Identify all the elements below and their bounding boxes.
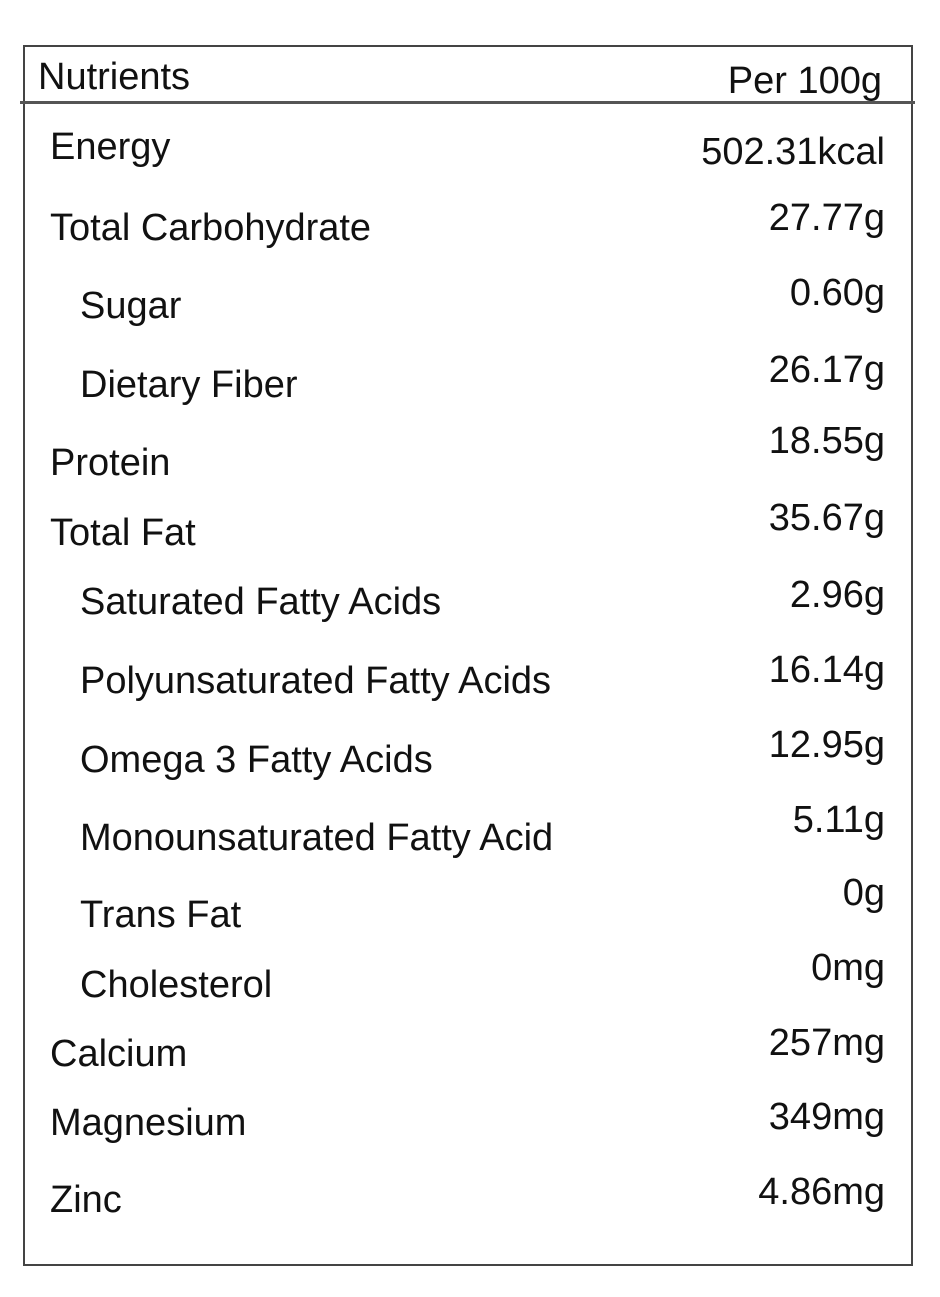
row-label: Total Fat	[50, 512, 196, 554]
row-label: Magnesium	[50, 1102, 247, 1144]
row-value: 12.95g	[768, 724, 885, 766]
row-label: Protein	[50, 442, 171, 484]
row-value: 2.96g	[789, 574, 885, 616]
row-label: Total Carbohydrate	[50, 207, 372, 249]
row-value: 16.14g	[768, 649, 885, 691]
row-value: 0.60g	[789, 272, 885, 314]
row-label: Polyunsaturated Fatty Acids	[80, 660, 552, 702]
row-value: 257mg	[768, 1022, 885, 1064]
row-label: Cholesterol	[80, 964, 273, 1006]
row-label: Monounsaturated Fatty Acid	[80, 817, 554, 859]
row-value: 0g	[842, 872, 885, 914]
row-value: 502.31kcal	[701, 131, 885, 173]
row-value: 4.86mg	[758, 1171, 885, 1213]
nutrition-table	[23, 45, 913, 1266]
row-value: 0mg	[811, 947, 885, 989]
row-value: 27.77g	[768, 197, 885, 239]
row-label: Calcium	[50, 1033, 188, 1075]
row-label: Dietary Fiber	[80, 364, 298, 406]
row-value: 5.11g	[792, 799, 885, 841]
row-label: Energy	[50, 126, 171, 168]
row-value: 26.17g	[768, 349, 885, 391]
row-label: Omega 3 Fatty Acids	[80, 739, 433, 781]
header-nutrients: Nutrients	[38, 56, 191, 98]
row-label: Zinc	[50, 1179, 122, 1221]
row-value: 349mg	[768, 1096, 885, 1138]
row-value: 35.67g	[768, 497, 885, 539]
header-divider	[20, 101, 915, 104]
header-per-100g: Per 100g	[727, 60, 882, 102]
row-label: Sugar	[80, 285, 182, 327]
row-label: Saturated Fatty Acids	[80, 581, 442, 623]
row-value: 18.55g	[768, 420, 885, 462]
row-label: Trans Fat	[80, 894, 242, 936]
